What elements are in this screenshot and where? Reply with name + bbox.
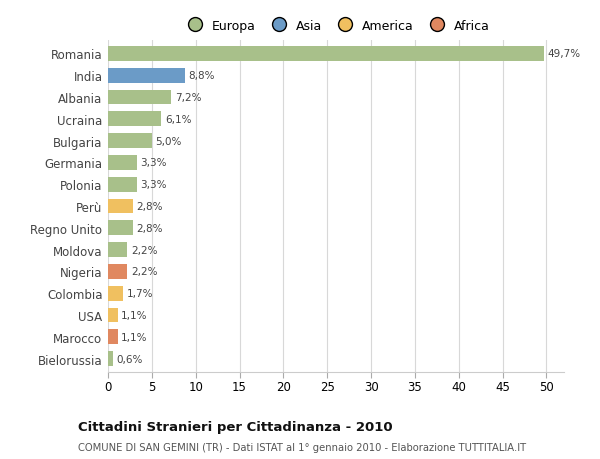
Legend: Europa, Asia, America, Africa: Europa, Asia, America, Africa xyxy=(177,15,495,38)
Bar xyxy=(108,69,185,84)
Text: 0,6%: 0,6% xyxy=(117,354,143,364)
Bar xyxy=(108,286,123,301)
Text: 2,8%: 2,8% xyxy=(136,223,163,233)
Bar xyxy=(108,156,137,170)
Bar xyxy=(108,243,127,257)
Bar xyxy=(108,134,152,149)
Bar xyxy=(108,221,133,235)
Text: COMUNE DI SAN GEMINI (TR) - Dati ISTAT al 1° gennaio 2010 - Elaborazione TUTTITA: COMUNE DI SAN GEMINI (TR) - Dati ISTAT a… xyxy=(78,442,526,452)
Bar xyxy=(108,351,113,366)
Text: 5,0%: 5,0% xyxy=(155,136,182,146)
Text: 6,1%: 6,1% xyxy=(165,115,191,124)
Text: 2,2%: 2,2% xyxy=(131,267,157,277)
Text: 7,2%: 7,2% xyxy=(175,93,201,103)
Bar xyxy=(108,47,544,62)
Bar xyxy=(108,178,137,192)
Text: 3,3%: 3,3% xyxy=(140,180,167,190)
Text: 1,1%: 1,1% xyxy=(121,332,148,342)
Text: 2,8%: 2,8% xyxy=(136,202,163,212)
Bar xyxy=(108,264,127,279)
Bar xyxy=(108,199,133,214)
Text: 49,7%: 49,7% xyxy=(547,50,580,59)
Text: 3,3%: 3,3% xyxy=(140,158,167,168)
Text: 2,2%: 2,2% xyxy=(131,245,157,255)
Bar xyxy=(108,112,161,127)
Text: 1,1%: 1,1% xyxy=(121,310,148,320)
Bar xyxy=(108,308,118,323)
Bar xyxy=(108,330,118,344)
Bar xyxy=(108,90,171,105)
Text: Cittadini Stranieri per Cittadinanza - 2010: Cittadini Stranieri per Cittadinanza - 2… xyxy=(78,420,392,433)
Text: 8,8%: 8,8% xyxy=(188,71,215,81)
Text: 1,7%: 1,7% xyxy=(127,289,153,298)
